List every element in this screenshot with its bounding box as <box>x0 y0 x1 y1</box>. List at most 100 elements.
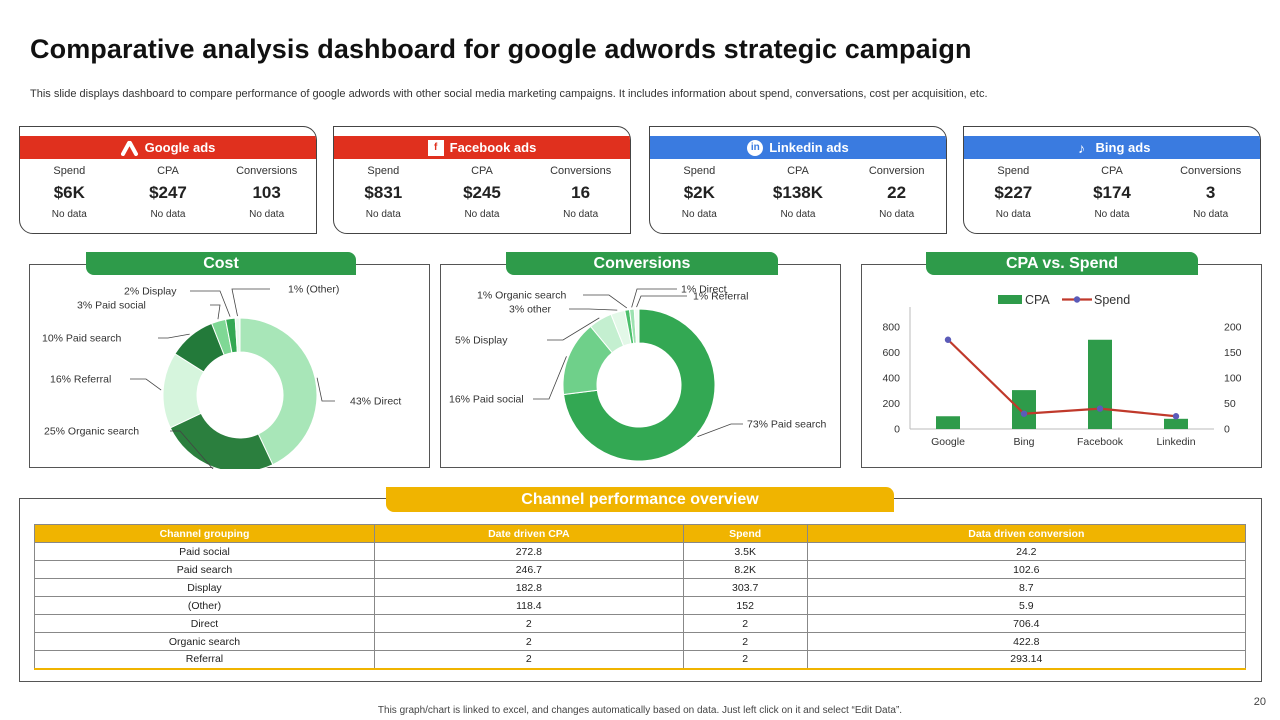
table-cell: 8.7 <box>806 578 1247 597</box>
leader-line <box>583 294 628 309</box>
table-cell: 3.5K <box>682 542 808 561</box>
kpi-header-bing: ♪ Bing ads <box>964 136 1260 159</box>
table-row: Referral 2 2 293.14 <box>34 650 1247 670</box>
table-cell: Display <box>34 578 375 597</box>
table-header: Channel grouping <box>34 524 375 543</box>
leader-line <box>631 288 677 308</box>
table-cell: Organic search <box>34 632 375 651</box>
leader-line <box>130 378 162 391</box>
left-axis-tick: 0 <box>894 424 900 436</box>
kpi-note: No data <box>150 209 186 220</box>
spend-line <box>947 338 1177 418</box>
kpi-note: No data <box>464 209 500 220</box>
leader-line <box>210 304 221 320</box>
legend-spend-label: Spend <box>1094 293 1130 307</box>
kpi-value: $138K <box>772 183 824 202</box>
kpi-label: CPA <box>787 165 809 177</box>
donut-label: 1% Direct <box>681 284 727 296</box>
kpi-label: Conversions <box>1180 165 1242 177</box>
table-cell: 2 <box>682 614 808 633</box>
table-row: Direct 2 2 706.4 <box>34 614 1247 633</box>
table-cell: 24.2 <box>806 542 1247 561</box>
leader-line <box>158 333 190 339</box>
leader-line <box>569 308 618 311</box>
cpa-spend-panel-title: CPA vs. Spend <box>926 252 1198 275</box>
kpi-title: Linkedin ads <box>769 140 849 155</box>
donut-label: 16% Referral <box>50 374 111 386</box>
table-header: Date driven CPA <box>373 524 684 543</box>
table-cell: 2 <box>373 632 684 651</box>
channel-performance-title: Channel performance overview <box>386 487 894 512</box>
table-row: Paid search 246.7 8.2K 102.6 <box>34 560 1247 579</box>
kpi-header-facebook: f Facebook ads <box>334 136 630 159</box>
donut-label: 1% Referral <box>693 291 748 303</box>
table-cell: 8.2K <box>682 560 808 579</box>
right-axis-tick: 100 <box>1224 373 1242 385</box>
table-row: Organic search 2 2 422.8 <box>34 632 1247 651</box>
kpi-note: No data <box>995 209 1031 220</box>
kpi-value: 3 <box>1205 183 1216 202</box>
table-cell: 246.7 <box>373 560 684 579</box>
leader-line <box>547 317 600 341</box>
google-ads-icon <box>120 140 138 156</box>
donut-label: 3% other <box>509 304 552 316</box>
table-cell: Paid search <box>34 560 375 579</box>
spend-point <box>1096 405 1104 412</box>
kpi-label: Spend <box>53 165 86 177</box>
cpa-bar <box>1012 390 1036 429</box>
cpa-spend-combo-chart: 0 200 400 600 800 0 50 100 150 200 Google Bing Faceb… <box>882 293 1242 448</box>
kpi-note: No data <box>681 209 717 220</box>
table-row: Paid social 272.8 3.5K 24.2 <box>34 542 1247 561</box>
table-cell: 2 <box>373 614 684 633</box>
kpi-value: $6K <box>53 183 85 202</box>
cpa-spend-panel: 0 200 400 600 800 0 50 100 150 200 Google Bing Faceb… <box>861 264 1262 468</box>
kpi-note: No data <box>563 209 599 220</box>
right-axis-tick: 200 <box>1224 322 1242 334</box>
kpi-card-facebook: f Facebook ads Spend $831 No data CPA $245 N… <box>333 126 631 234</box>
conversions-donut-chart: 73% Paid search 16% Paid social 5% Display… <box>449 284 827 462</box>
table-cell: Referral <box>34 650 375 670</box>
kpi-label: Conversions <box>236 165 298 177</box>
kpi-value: $831 <box>364 183 403 202</box>
table-cell: 272.8 <box>373 542 684 561</box>
donut-label: 43% Direct <box>350 396 401 408</box>
legend-spend-marker <box>1073 296 1081 303</box>
cost-panel-title: Cost <box>86 252 356 275</box>
channel-performance-table: Channel grouping Date driven CPA Spend D… <box>34 524 1247 670</box>
legend-cpa-swatch <box>998 295 1022 304</box>
kpi-card-google: Google ads Spend $6K No data CPA $247 No dat… <box>19 126 317 234</box>
donut-label: 10% Paid search <box>42 333 122 345</box>
donut-label: 1% (Other) <box>288 284 339 296</box>
category-label: Facebook <box>1077 436 1124 448</box>
cost-panel: 43% Direct 25% Organic search 16% Referral… <box>29 264 430 469</box>
category-label: Linkedin <box>1156 436 1195 448</box>
kpi-note: No data <box>365 209 401 220</box>
kpi-card-linkedin: in Linkedin ads Spend $2K No data CPA $138K… <box>649 126 947 234</box>
donut-slice <box>234 317 241 353</box>
table-cell: 293.14 <box>806 650 1247 670</box>
kpi-title: Bing ads <box>1095 140 1151 155</box>
category-label: Google <box>931 436 965 448</box>
category-label: Bing <box>1013 436 1034 448</box>
donut-label: 2% Display <box>124 286 177 298</box>
cost-donut-chart: 43% Direct 25% Organic search 16% Referral… <box>42 284 401 469</box>
kpi-note: No data <box>780 209 816 220</box>
table-header: Data driven conversion <box>806 524 1247 543</box>
table-row: Display 182.8 303.7 8.7 <box>34 578 1247 597</box>
table-cell: 706.4 <box>806 614 1247 633</box>
leader-line <box>190 290 231 317</box>
left-axis-tick: 200 <box>882 398 900 410</box>
kpi-value: $2K <box>683 183 715 202</box>
kpi-value: $245 <box>463 183 501 202</box>
donut-label: 25% Organic search <box>44 426 139 438</box>
table-cell: Direct <box>34 614 375 633</box>
table-header-row: Channel grouping Date driven CPA Spend D… <box>34 524 1247 543</box>
kpi-header-google: Google ads <box>20 136 316 159</box>
conversions-panel: 73% Paid search 16% Paid social 5% Display… <box>440 264 841 468</box>
kpi-label: Spend <box>367 165 400 177</box>
left-axis-tick: 400 <box>882 373 900 385</box>
footer-note: This graph/chart is linked to excel, and… <box>377 705 903 716</box>
donut-slice <box>239 317 318 466</box>
page-number: 20 <box>1253 696 1266 708</box>
table-cell: 2 <box>682 650 808 670</box>
